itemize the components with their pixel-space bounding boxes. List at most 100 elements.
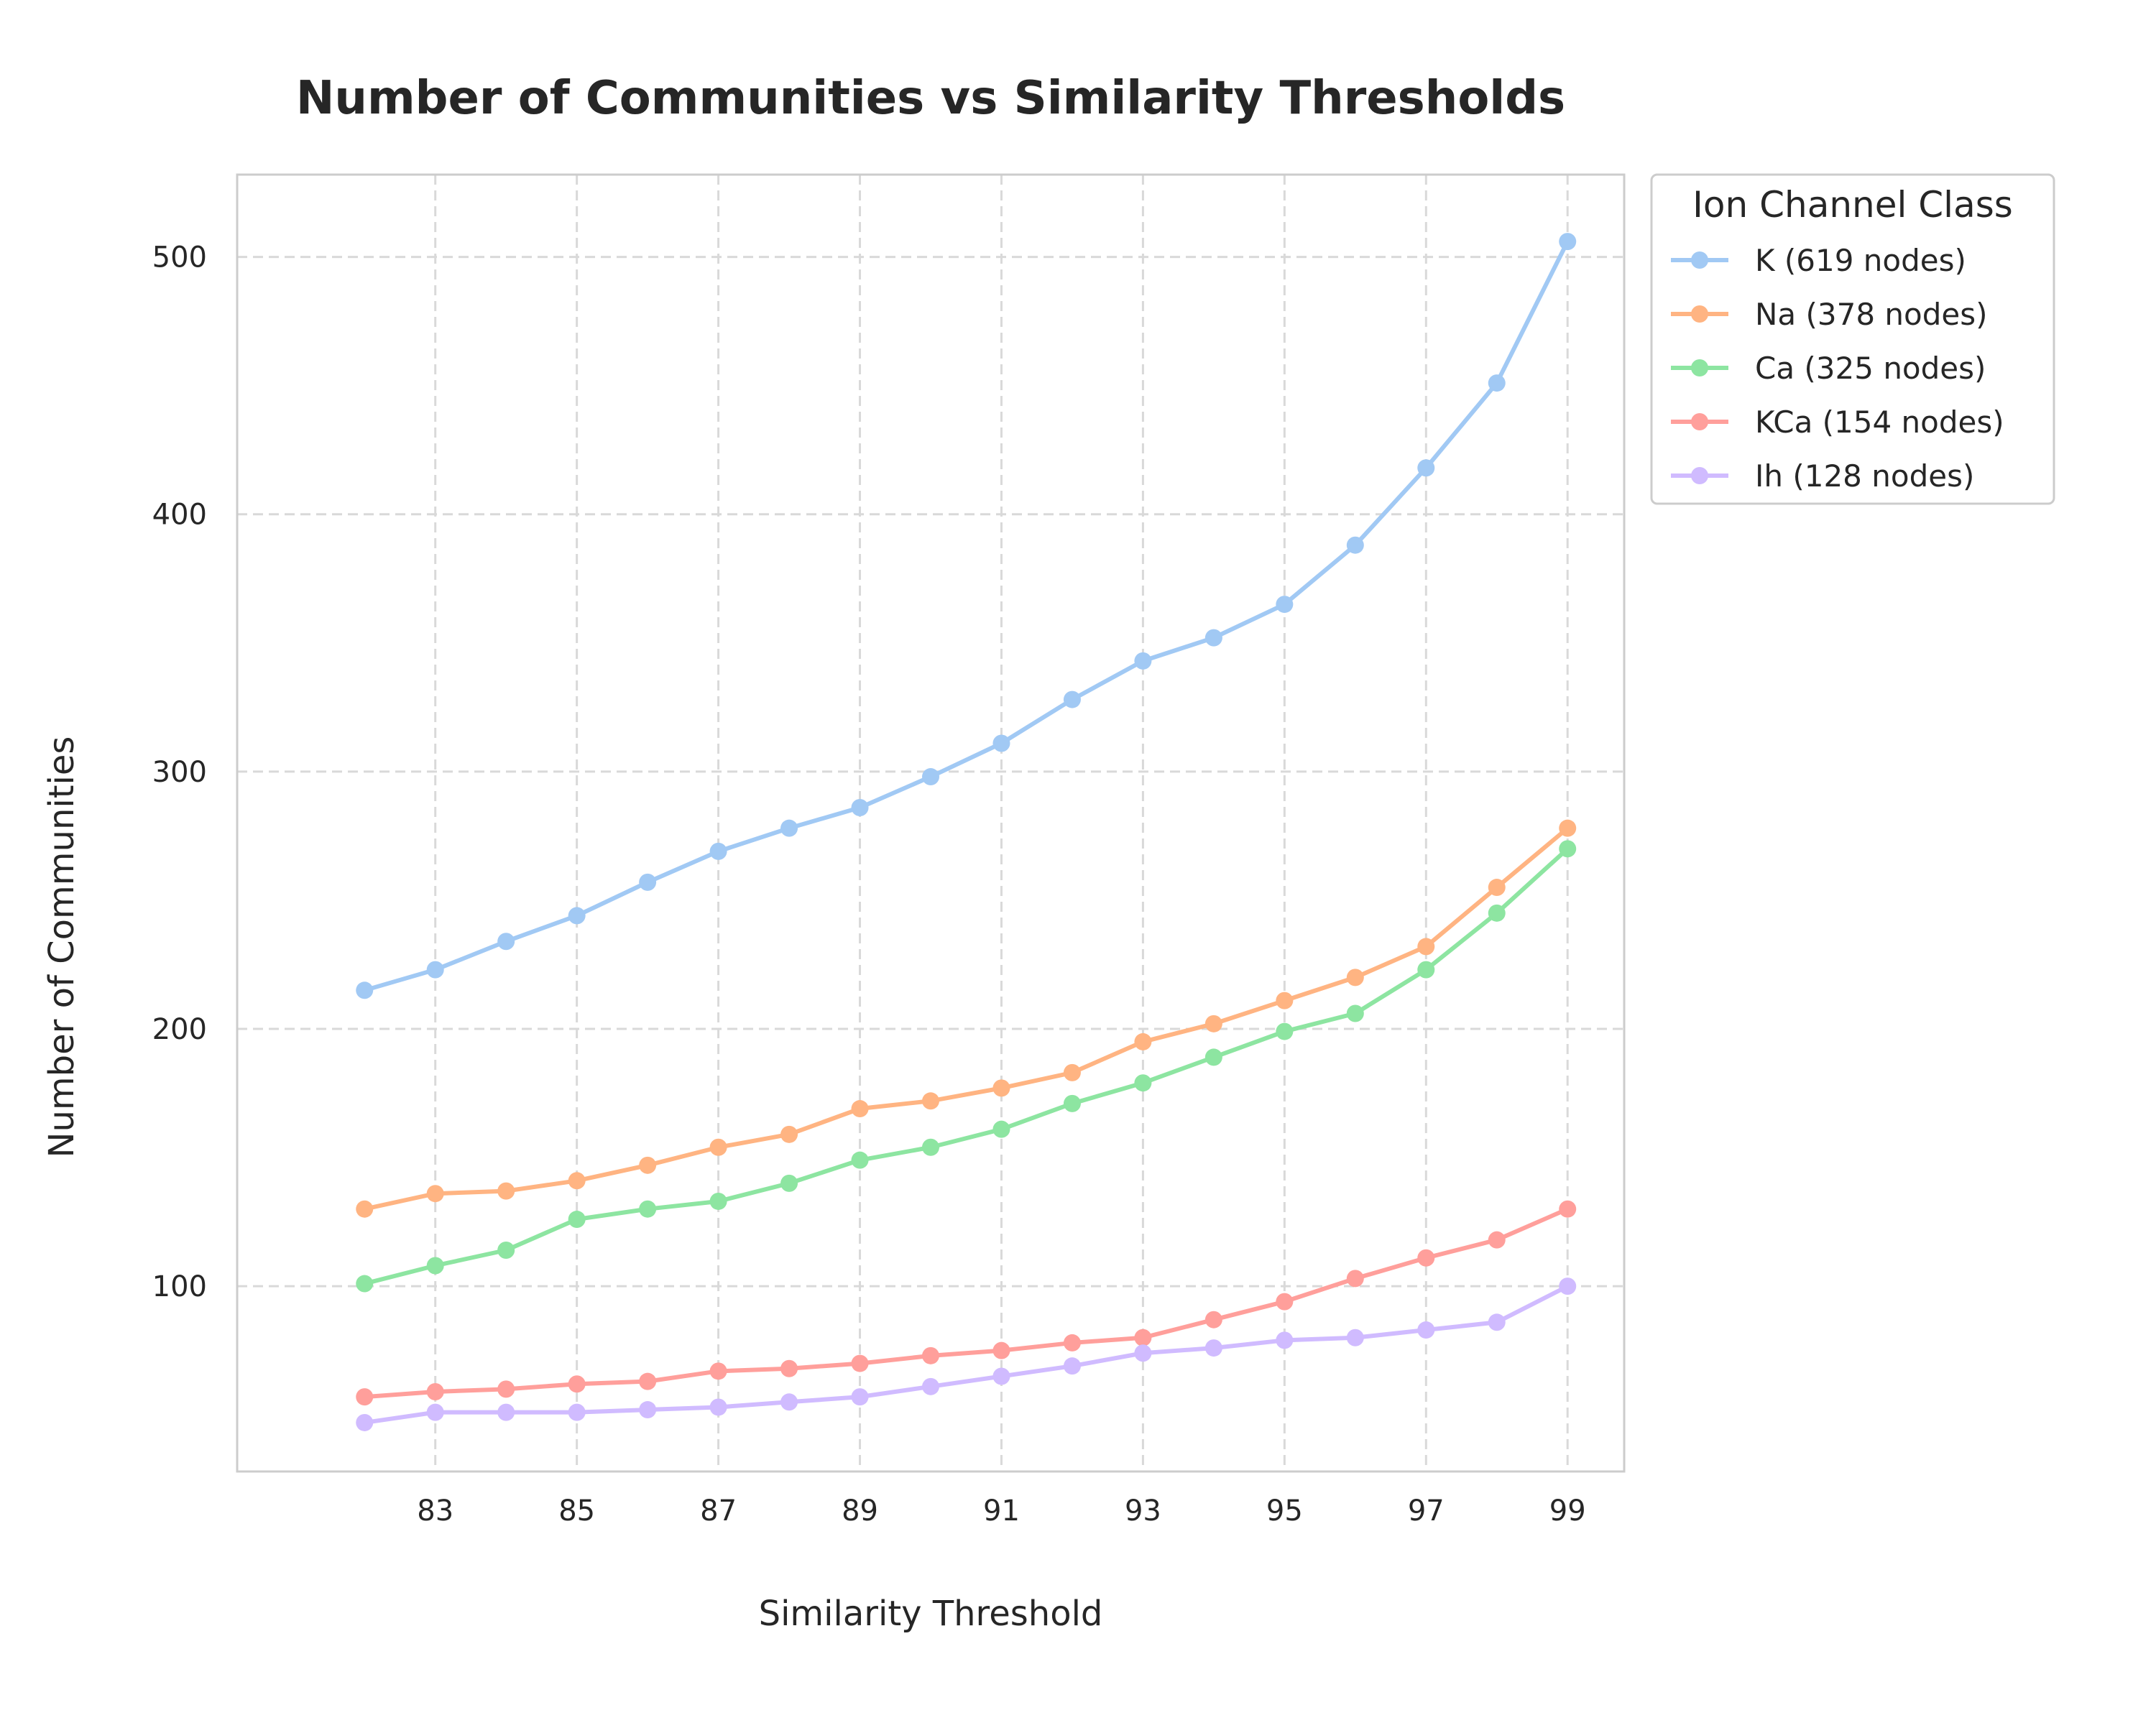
data-point — [1204, 1339, 1222, 1357]
data-point — [780, 1359, 798, 1377]
legend-swatch-marker — [1691, 251, 1708, 269]
data-point — [1417, 459, 1435, 477]
data-point — [356, 1413, 374, 1431]
data-point — [1488, 904, 1506, 922]
data-point — [1559, 233, 1577, 251]
data-point — [780, 1393, 798, 1411]
data-point — [922, 1138, 939, 1156]
data-point — [639, 873, 657, 891]
data-point — [1204, 1311, 1222, 1329]
data-point — [1488, 374, 1506, 392]
plot-area-border — [236, 173, 1626, 1473]
series-line — [362, 826, 1570, 1211]
data-point — [639, 1200, 657, 1218]
data-point — [356, 1200, 374, 1218]
data-point — [780, 1174, 798, 1192]
data-point — [568, 907, 586, 925]
series-line — [362, 1206, 1570, 1400]
legend-title: Ion Channel Class — [1692, 184, 2013, 226]
data-point — [1063, 1094, 1081, 1112]
data-point — [426, 961, 444, 979]
data-point — [1488, 1231, 1506, 1249]
data-point — [1417, 961, 1435, 979]
data-point — [497, 933, 515, 951]
legend-swatch-marker — [1691, 305, 1708, 323]
x-tick-label: 95 — [1266, 1494, 1303, 1528]
legend-label: Ca (325 nodes) — [1755, 351, 1986, 386]
data-point — [497, 1242, 515, 1260]
data-point — [1134, 1074, 1152, 1092]
legend-label: K (619 nodes) — [1755, 243, 1966, 278]
y-tick-label: 400 — [152, 499, 207, 532]
data-point — [426, 1403, 444, 1421]
series-line — [362, 239, 1570, 993]
data-point — [992, 1341, 1010, 1359]
data-point — [992, 1120, 1010, 1138]
data-point — [1276, 1293, 1294, 1311]
data-point — [851, 1100, 869, 1118]
data-point — [426, 1257, 444, 1275]
data-point — [709, 842, 727, 860]
data-point — [1559, 1200, 1577, 1218]
data-point — [992, 1079, 1010, 1097]
data-point — [1276, 992, 1294, 1009]
data-point — [1063, 690, 1081, 708]
data-point — [568, 1211, 586, 1229]
data-point — [780, 819, 798, 837]
data-point — [709, 1398, 727, 1416]
legend-swatch-marker — [1691, 413, 1708, 430]
legend[interactable]: Ion Channel Class K (619 nodes) Na (378 n… — [1650, 173, 2055, 505]
data-point — [426, 1382, 444, 1400]
data-point — [1488, 1313, 1506, 1331]
legend-swatch-marker — [1691, 359, 1708, 376]
data-point — [851, 799, 869, 817]
data-point — [568, 1375, 586, 1393]
data-point — [922, 1092, 939, 1110]
x-tick-label: 85 — [558, 1494, 595, 1528]
data-point — [992, 734, 1010, 752]
data-point — [639, 1156, 657, 1174]
data-point — [497, 1182, 515, 1200]
x-tick-label: 99 — [1549, 1494, 1586, 1528]
series-kca — [356, 1200, 1577, 1406]
data-point — [780, 1125, 798, 1143]
data-point — [497, 1403, 515, 1421]
legend-item[interactable]: Ih (128 nodes) — [1671, 458, 1974, 494]
data-point — [568, 1172, 586, 1190]
x-tick-label: 97 — [1408, 1494, 1445, 1528]
legend-item[interactable]: KCa (154 nodes) — [1671, 405, 2004, 440]
data-point — [356, 1388, 374, 1406]
x-tick-label: 89 — [842, 1494, 878, 1528]
data-point — [709, 1192, 727, 1210]
data-point — [1346, 536, 1364, 554]
data-point — [851, 1388, 869, 1406]
legend-item[interactable]: K (619 nodes) — [1671, 243, 1966, 278]
data-point — [922, 1377, 939, 1395]
data-point — [1346, 1270, 1364, 1288]
legend-item[interactable]: Na (378 nodes) — [1671, 297, 1988, 332]
x-axis-label: Similarity Threshold — [759, 1594, 1103, 1634]
series-group — [356, 233, 1577, 1431]
data-point — [1063, 1063, 1081, 1081]
data-point — [709, 1138, 727, 1156]
x-tick-label: 87 — [700, 1494, 737, 1528]
data-point — [497, 1380, 515, 1398]
data-point — [1063, 1357, 1081, 1375]
data-point — [1204, 1048, 1222, 1066]
data-point — [568, 1403, 586, 1421]
chart-title: Number of Communities vs Similarity Thre… — [296, 72, 1565, 125]
data-point — [709, 1362, 727, 1380]
data-point — [1134, 1344, 1152, 1362]
data-point — [1417, 1321, 1435, 1339]
series-k — [356, 233, 1577, 999]
series-ih — [356, 1277, 1577, 1431]
data-point — [1204, 629, 1222, 647]
y-tick-label: 500 — [152, 241, 207, 274]
data-point — [1488, 879, 1506, 897]
legend-label: KCa (154 nodes) — [1755, 405, 2004, 440]
series-line — [362, 1284, 1570, 1425]
series-na — [356, 819, 1577, 1218]
data-point — [992, 1367, 1010, 1385]
data-point — [1417, 938, 1435, 956]
legend-item[interactable]: Ca (325 nodes) — [1671, 351, 1986, 386]
